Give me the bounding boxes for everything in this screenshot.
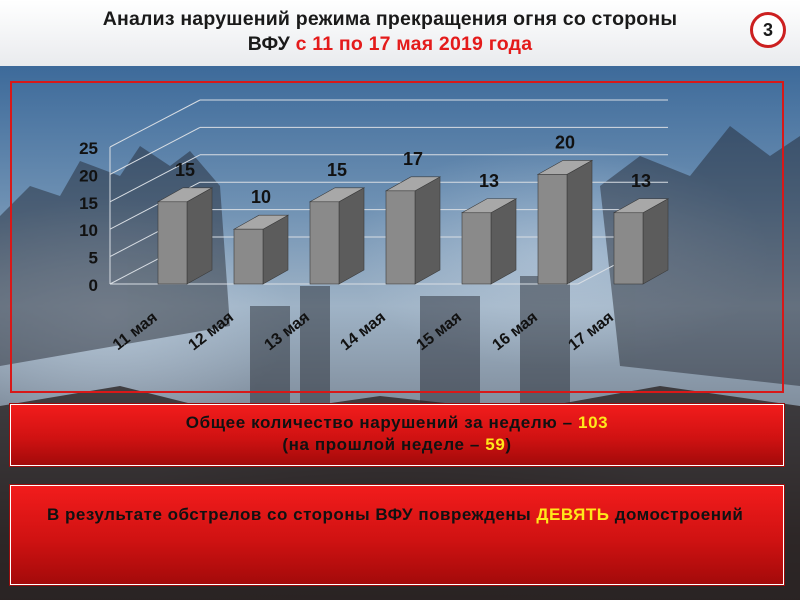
weekly-total-value: 103 bbox=[578, 413, 609, 432]
violations-bar-chart: 0 5 10 15 20 25 15 11 мая 10 12 мая 15 13 мая 17 14 м… bbox=[79, 99, 670, 354]
bar bbox=[309, 201, 340, 285]
damage-text: В результате обстрелов со стороны ВФУ по… bbox=[47, 505, 537, 524]
bar bbox=[537, 174, 568, 285]
bar-value-label: 10 bbox=[251, 187, 271, 207]
damage-count: ДЕВЯТЬ bbox=[536, 505, 610, 524]
title-date-range: с 11 по 17 мая 2019 года bbox=[295, 33, 533, 55]
bar bbox=[613, 212, 644, 285]
x-category-label: 12 мая bbox=[185, 309, 237, 354]
x-category-label: 17 мая bbox=[565, 309, 617, 354]
grid-diagonal bbox=[109, 126, 201, 175]
weekly-total-label: Общее количество нарушений за неделю – bbox=[185, 413, 579, 432]
bar-value-label: 17 bbox=[403, 149, 423, 169]
x-category-label: 14 мая bbox=[337, 309, 389, 354]
weekly-total-banner: Общее количество нарушений за неделю – 1… bbox=[10, 404, 784, 466]
x-category-label: 11 мая bbox=[110, 309, 161, 354]
y-tick-label: 25 bbox=[79, 139, 98, 158]
bar-value-label: 13 bbox=[479, 171, 499, 191]
bar bbox=[461, 212, 492, 285]
bar-side bbox=[566, 159, 593, 285]
damage-banner: В результате обстрелов со стороны ВФУ по… bbox=[10, 485, 784, 585]
y-tick-label: 5 bbox=[89, 249, 98, 268]
bar-value-label: 15 bbox=[327, 160, 347, 180]
y-tick-label: 0 bbox=[89, 276, 98, 295]
previous-week-line: (на прошлой неделе – 59) bbox=[11, 434, 783, 456]
bar bbox=[385, 190, 416, 285]
bar-value-label: 15 bbox=[175, 160, 195, 180]
bar-side bbox=[490, 198, 517, 285]
grid-diagonal bbox=[109, 99, 201, 148]
title-line-1: Анализ нарушений режима прекращения огня… bbox=[102, 8, 678, 30]
x-category-label: 16 мая bbox=[489, 309, 541, 354]
previous-week-label: (на прошлой неделе – bbox=[282, 435, 486, 454]
title-subject: ВФУ bbox=[247, 33, 290, 55]
slide-header: Анализ нарушений режима прекращения огня… bbox=[0, 0, 800, 66]
bar-value-label: 13 bbox=[631, 171, 651, 191]
title-line-2: ВФУ с 11 по 17 мая 2019 года bbox=[40, 32, 740, 57]
y-tick-label: 10 bbox=[79, 221, 98, 240]
bar-value-label: 20 bbox=[555, 132, 575, 152]
bar bbox=[157, 201, 188, 285]
x-category-label: 15 мая bbox=[413, 309, 465, 354]
weekly-total-line: Общее количество нарушений за неделю – 1… bbox=[11, 412, 783, 434]
bar-side bbox=[642, 198, 669, 285]
bar-side bbox=[338, 187, 365, 285]
previous-week-close: ) bbox=[505, 435, 512, 454]
chart-bars bbox=[156, 159, 670, 285]
grid-diagonal bbox=[109, 154, 201, 203]
x-category-label: 13 мая bbox=[261, 309, 313, 354]
bar-side bbox=[186, 187, 213, 285]
slide-title: Анализ нарушений режима прекращения огня… bbox=[40, 7, 740, 57]
y-tick-label: 15 bbox=[79, 194, 98, 213]
damage-tail: домостроений bbox=[609, 505, 744, 524]
previous-week-value: 59 bbox=[485, 435, 506, 454]
slide-number-badge: 3 bbox=[750, 12, 786, 48]
bar-side bbox=[414, 176, 441, 285]
chart-frame bbox=[10, 81, 784, 393]
y-tick-label: 20 bbox=[79, 166, 98, 185]
bar bbox=[233, 228, 264, 285]
